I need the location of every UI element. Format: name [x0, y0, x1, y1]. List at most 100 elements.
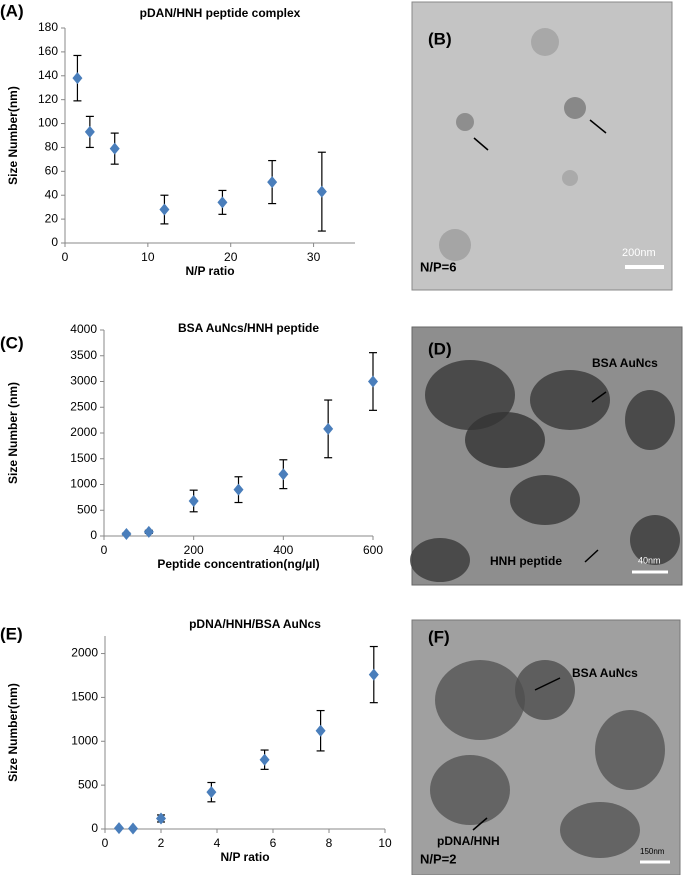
marker: [84, 125, 95, 138]
y-tick-label: 0: [91, 821, 98, 835]
x-axis-label: N/P ratio: [185, 264, 234, 278]
marker: [72, 72, 83, 85]
x-axis-label: Peptide concentration(ng/µl): [157, 557, 319, 571]
y-tick-label: 20: [45, 211, 59, 225]
particle: [630, 515, 680, 565]
annotation: BSA AuNcs: [592, 356, 658, 370]
y-axis-label: Size Number(nm): [6, 683, 20, 782]
annotation: N/P=6: [420, 259, 457, 274]
annotation: BSA AuNcs: [572, 666, 638, 680]
y-tick-label: 3500: [70, 348, 97, 362]
chart-title: BSA AuNcs/HNH peptide: [178, 321, 319, 335]
marker: [114, 822, 124, 835]
x-tick-label: 4: [214, 836, 221, 850]
y-tick-label: 500: [78, 777, 98, 791]
x-tick-label: 20: [224, 250, 238, 264]
marker: [233, 483, 244, 496]
particle: [562, 170, 578, 186]
marker: [323, 422, 334, 435]
scale-label: 150nm: [640, 847, 665, 856]
chart-title: pDNA/HNH/BSA AuNcs: [189, 617, 321, 631]
chart-title: pDAN/HNH peptide complex: [140, 6, 301, 20]
y-tick-label: 1000: [71, 733, 98, 747]
arrow: [534, 677, 561, 691]
y-tick-label: 2000: [70, 425, 97, 439]
arrow: [591, 391, 607, 403]
particle: [531, 28, 559, 56]
y-axis-label: Size Number (nm): [6, 382, 20, 484]
y-tick-label: 120: [38, 92, 58, 106]
annotation: N/P=2: [420, 851, 457, 866]
chart: (A) pDAN/HNH peptide complex 0 20 40 60 80 100 1…: [0, 1, 355, 278]
x-tick-label: 6: [270, 836, 277, 850]
particle: [465, 412, 545, 468]
particle: [560, 802, 640, 858]
panel-label: (F): [428, 627, 450, 646]
particle: [435, 660, 525, 740]
marker: [121, 527, 132, 540]
panel-label: (D): [428, 339, 452, 358]
particle: [510, 475, 580, 525]
x-tick-label: 30: [307, 250, 321, 264]
scale-label: 200nm: [622, 247, 656, 259]
marker: [159, 203, 170, 216]
x-tick-label: 0: [101, 543, 108, 557]
arrow: [472, 817, 488, 831]
y-tick-label: 1500: [71, 690, 98, 704]
panel-label: (E): [0, 624, 23, 643]
panel-label: (C): [0, 333, 24, 352]
particle: [625, 390, 675, 450]
particle: [515, 660, 575, 720]
image-panel: (D) BSA AuNcs HNH peptide 40nm: [410, 326, 683, 586]
y-tick-label: 4000: [70, 322, 97, 336]
particle: [425, 360, 515, 430]
x-tick-label: 600: [363, 543, 383, 557]
arrow: [584, 549, 599, 563]
y-tick-label: 40: [45, 187, 59, 201]
annotation: HNH peptide: [490, 554, 562, 568]
y-tick-label: 1500: [70, 451, 97, 465]
panel-label: (B): [428, 29, 452, 48]
particle: [530, 370, 610, 430]
particle: [430, 755, 510, 825]
particle: [564, 97, 586, 119]
y-tick-label: 0: [51, 235, 58, 249]
marker: [217, 196, 228, 209]
y-tick-label: 100: [38, 116, 58, 130]
x-tick-label: 400: [273, 543, 293, 557]
x-tick-label: 10: [141, 250, 155, 264]
y-tick-label: 500: [77, 502, 97, 516]
marker: [188, 494, 199, 507]
y-tick-label: 0: [90, 528, 97, 542]
panel-label: (A): [0, 1, 24, 20]
particle: [439, 229, 471, 261]
image-panel: (F) BSA AuNcs pDNA/HNH N/P=2 150nm: [411, 619, 681, 876]
scale-label: 40nm: [638, 555, 661, 565]
x-tick-label: 2: [158, 836, 165, 850]
marker: [267, 176, 278, 189]
x-tick-label: 10: [378, 836, 392, 850]
y-tick-label: 160: [38, 44, 58, 58]
x-tick-label: 200: [184, 543, 204, 557]
marker: [143, 525, 154, 538]
x-tick-label: 8: [326, 836, 333, 850]
y-tick-label: 140: [38, 68, 58, 82]
annotation: pDNA/HNH: [437, 834, 500, 848]
y-tick-label: 1000: [70, 477, 97, 491]
chart: (C)BSA AuNcs/HNH peptide0500100015002000…: [0, 321, 383, 571]
y-tick-label: 60: [45, 164, 59, 178]
marker: [316, 185, 327, 198]
marker: [109, 142, 120, 155]
arrow: [473, 137, 489, 151]
particle: [456, 113, 474, 131]
marker: [206, 786, 217, 799]
y-axis-label: Size Number(nm): [6, 86, 20, 185]
marker: [156, 812, 166, 825]
x-tick-label: 0: [102, 836, 109, 850]
particle: [595, 710, 665, 790]
y-tick-label: 80: [45, 140, 59, 154]
y-tick-label: 3000: [70, 374, 97, 388]
particle: [410, 538, 470, 582]
marker: [259, 753, 270, 766]
